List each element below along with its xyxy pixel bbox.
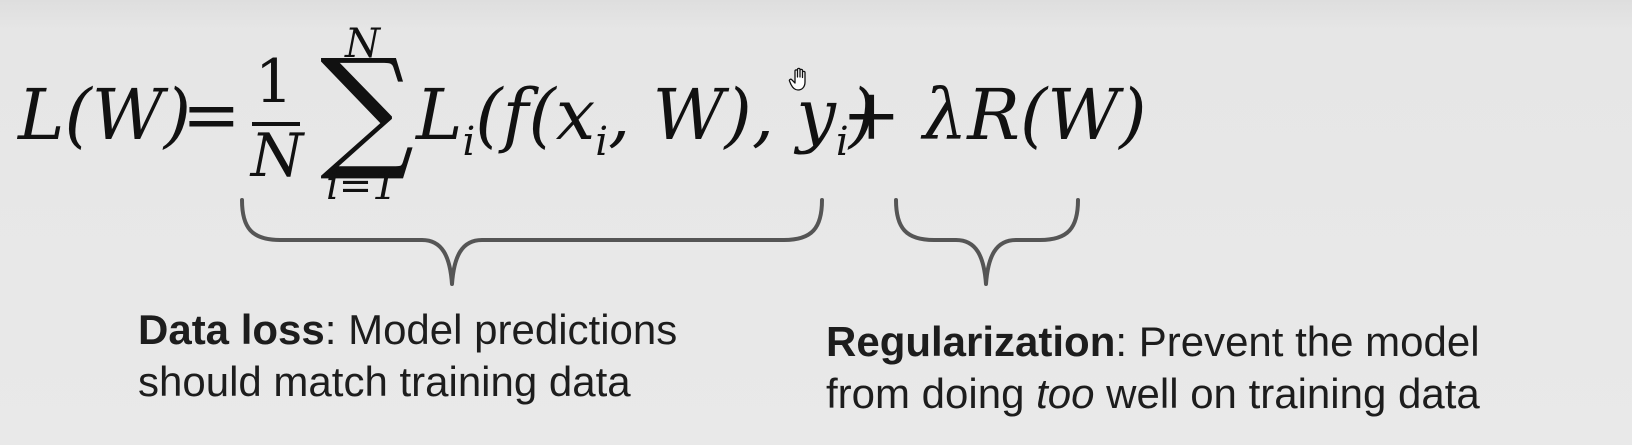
fraction-numerator: 1: [254, 47, 294, 117]
regularization-description: : Prevent the model: [1115, 318, 1480, 365]
sum-lower-limit: i=1: [326, 163, 398, 209]
regularization-label: Regularization: [826, 318, 1116, 365]
data-loss-caption: Data loss: Model predictions should matc…: [138, 304, 677, 408]
y-subscript: i: [835, 119, 849, 165]
x-subscript: i: [595, 119, 609, 165]
hand-cursor-icon: [788, 67, 806, 91]
equals-sign: =: [182, 74, 241, 156]
sum-upper-limit: N: [345, 21, 380, 67]
fraction-bar: [252, 122, 300, 126]
regularization-brace: [894, 198, 1080, 286]
equation-lhs: L(W): [18, 74, 192, 156]
regularization-term: + λR(W): [842, 74, 1147, 156]
regularization-caption: Regularization: Prevent the model from d…: [826, 316, 1480, 420]
body-open: (f(x: [475, 74, 596, 156]
loss-subscript: i: [462, 119, 476, 165]
fraction-denominator: N: [250, 121, 304, 191]
summation-symbol: ∑: [320, 31, 415, 185]
data-loss-label: Data loss: [138, 306, 325, 353]
data-loss-description: : Model predictions: [324, 306, 678, 353]
data-loss-caption-line2: should match training data: [138, 358, 631, 405]
loss-function-symbol: L: [416, 74, 463, 156]
regularization-line2-start: from doing: [826, 370, 1037, 417]
data-loss-caption-line1: Data loss: Model predictions: [138, 304, 677, 356]
regularization-line2-end: well on training data: [1094, 370, 1480, 417]
regularization-caption-line1: Regularization: Prevent the model: [826, 316, 1480, 368]
regularization-emphasis: too: [1036, 370, 1095, 417]
data-loss-brace: [240, 198, 824, 286]
body-close: ): [848, 74, 877, 156]
regularization-caption-line2: from doing too well on training data: [826, 368, 1480, 420]
summation-body: Li(f(xi, W), yi): [416, 70, 876, 187]
